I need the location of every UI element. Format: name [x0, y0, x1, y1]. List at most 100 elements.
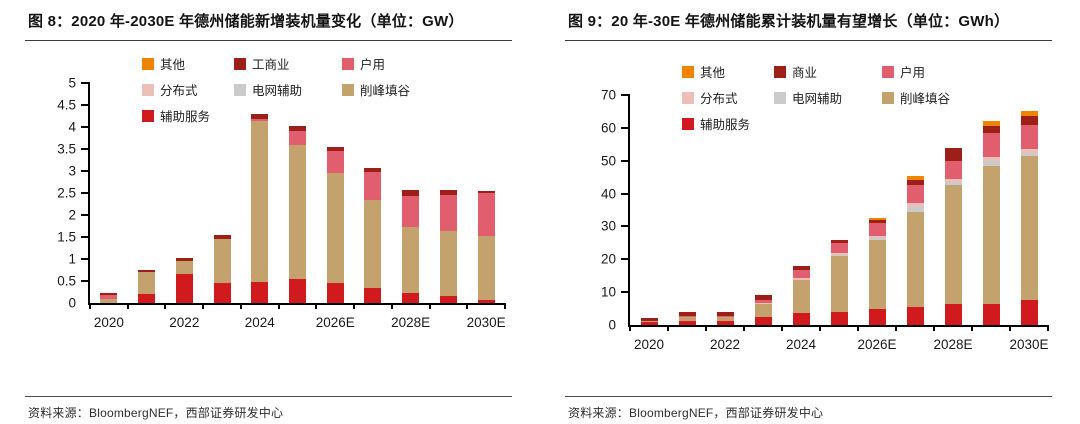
- x-axis-tick: [895, 325, 897, 331]
- legend-item-其他: 其他: [142, 54, 234, 73]
- legend-label: 削峰填谷: [900, 92, 951, 106]
- legend-label: 分布式: [160, 84, 198, 98]
- figure-8-panel: 图 8：2020 年-2030E 年德州储能新增装机量变化（单位：GW） 其他 工…: [25, 13, 512, 420]
- bar-segment-辅助服务: [402, 293, 420, 303]
- bar-segment-辅助服务: [906, 306, 924, 325]
- bar-segment-户用: [982, 132, 1000, 158]
- legend-item-辅助服务: 辅助服务: [682, 114, 774, 133]
- bar-segment-工商业: [439, 189, 457, 196]
- legend-label: 辅助服务: [160, 110, 211, 124]
- bar-segment-户用: [364, 171, 382, 201]
- bar-segment-电网辅助: [944, 182, 962, 186]
- bar-segment-户用: [830, 242, 848, 253]
- y-axis-tick: [81, 236, 90, 238]
- bar-segment-削峰填谷: [100, 299, 118, 303]
- figure-8-title: 图 8：2020 年-2030E 年德州储能新增装机量变化（单位：GW）: [28, 13, 464, 30]
- figure-9-source-text: 资料来源：BloombergNEF，西部证券研发中心: [568, 406, 824, 420]
- legend-label: 商业: [792, 66, 818, 80]
- legend-swatch-icon: [142, 83, 154, 96]
- x-axis-tick-label: 2026E: [315, 315, 355, 330]
- bar-segment-辅助服务: [213, 283, 231, 303]
- stacked-bar-2023: [213, 234, 231, 303]
- stacked-bar-2024: [792, 265, 810, 325]
- bar-segment-工商业: [175, 257, 193, 262]
- bar-segment-削峰填谷: [868, 240, 886, 310]
- bar-segment-工商业: [251, 113, 269, 120]
- bar-segment-削峰填谷: [830, 256, 848, 312]
- bar-segment-商业: [640, 318, 658, 321]
- y-axis-tick-label: 30: [600, 218, 616, 234]
- stacked-bar-2027E: [364, 167, 382, 303]
- x-axis-tick-label: 2026E: [857, 337, 897, 352]
- stacked-bar-2026E: [868, 217, 886, 325]
- bar-segment-商业: [754, 295, 772, 301]
- bar-segment-削峰填谷: [439, 231, 457, 297]
- y-axis-tick: [81, 280, 90, 282]
- stacked-bar-2029E: [982, 121, 1000, 325]
- x-axis-tick: [315, 303, 318, 309]
- bar-segment-户用: [716, 316, 734, 318]
- y-axis-tick: [621, 159, 630, 162]
- x-axis-tick-label: 2024: [244, 315, 275, 330]
- figure-8-source-rule: [25, 396, 512, 397]
- x-axis-tick-label: 2020: [633, 337, 665, 352]
- bar-segment-户用: [402, 195, 420, 228]
- y-axis-tick-label: 3.5: [57, 141, 76, 157]
- x-axis-tick: [466, 303, 469, 309]
- y-axis-tick-label: 50: [600, 153, 616, 169]
- y-axis-tick-label: 0: [68, 295, 76, 311]
- bar-segment-削峰填谷: [1020, 155, 1038, 301]
- x-axis-tick: [971, 325, 973, 331]
- y-axis-tick: [621, 225, 630, 228]
- y-axis-tick: [81, 148, 90, 150]
- bar-segment-削峰填谷: [402, 227, 420, 294]
- y-axis-tick-label: 3: [68, 163, 76, 179]
- legend-swatch-icon: [682, 91, 694, 104]
- legend-swatch-icon: [142, 57, 154, 70]
- bar-segment-户用: [944, 160, 962, 179]
- x-axis-tick: [202, 303, 205, 309]
- figure-9-panel: 图 9：20 年-30E 年德州储能累计装机量有望增长（单位：GWh） 其他 商业…: [540, 0, 1080, 424]
- bar-segment-辅助服务: [175, 274, 193, 303]
- bar-segment-电网辅助: [1020, 152, 1038, 156]
- x-axis-tick-label: 2030E: [466, 315, 506, 330]
- bar-segment-辅助服务: [1020, 300, 1038, 325]
- x-axis-tick: [428, 303, 431, 309]
- y-axis-tick-label: 20: [600, 251, 616, 267]
- bar-segment-工商业: [326, 146, 344, 152]
- x-axis-tick: [629, 325, 631, 331]
- legend-item-辅助服务: 辅助服务: [142, 106, 234, 125]
- x-axis-tick: [743, 325, 745, 331]
- bar-segment-削峰填谷: [944, 185, 962, 304]
- bar-segment-辅助服务: [982, 303, 1000, 325]
- bar-segment-削峰填谷: [906, 211, 924, 307]
- bar-segment-辅助服务: [716, 321, 734, 325]
- bar-segment-商业: [830, 239, 848, 243]
- legend-label: 辅助服务: [700, 118, 751, 132]
- figure-9-legend: 其他 商业 户用 分布式 电网辅助 削峰填谷 辅助服务: [682, 62, 982, 133]
- bar-segment-削峰填谷: [982, 165, 1000, 304]
- bar-segment-其他: [982, 121, 1000, 127]
- legend-item-电网辅助: 电网辅助: [774, 88, 882, 107]
- y-axis-tick: [621, 192, 630, 195]
- y-axis-tick-label: 0.5: [57, 273, 76, 289]
- figure-9-source-rule: [565, 396, 1052, 397]
- y-axis-tick: [81, 214, 90, 216]
- y-axis-tick: [81, 258, 90, 260]
- bar-segment-辅助服务: [640, 321, 658, 325]
- bar-segment-商业: [906, 180, 924, 186]
- bar-segment-削峰填谷: [213, 239, 231, 284]
- legend-label: 削峰填谷: [360, 84, 411, 98]
- bar-segment-户用: [439, 195, 457, 232]
- bar-segment-辅助服务: [326, 283, 344, 303]
- bar-segment-辅助服务: [754, 316, 772, 325]
- legend-item-分布式: 分布式: [682, 88, 774, 107]
- bar-segment-分布式: [906, 203, 924, 207]
- x-axis-tick: [504, 303, 506, 309]
- y-axis-tick: [621, 94, 630, 97]
- x-axis-tick: [353, 303, 356, 309]
- bar-segment-户用: [906, 185, 924, 204]
- bar-segment-户用: [868, 222, 886, 236]
- x-axis-tick: [164, 303, 167, 309]
